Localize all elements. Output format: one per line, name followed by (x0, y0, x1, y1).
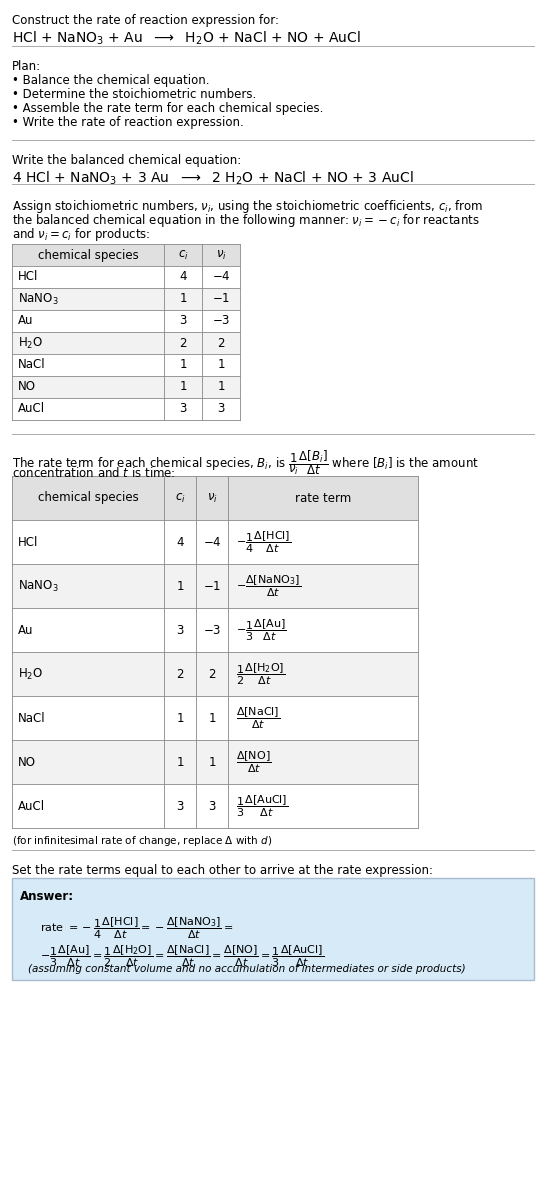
Bar (12, 476, 418, 520)
Bar (12, 608, 418, 652)
Text: 3: 3 (179, 402, 187, 415)
Text: Set the rate terms equal to each other to arrive at the rate expression:: Set the rate terms equal to each other t… (12, 864, 433, 877)
Text: 3: 3 (217, 402, 225, 415)
Text: Construct the rate of reaction expression for:: Construct the rate of reaction expressio… (12, 14, 279, 26)
Text: NO: NO (18, 756, 36, 768)
Text: AuCl: AuCl (18, 402, 45, 415)
Text: concentration and $t$ is time:: concentration and $t$ is time: (12, 466, 176, 480)
Text: $-\dfrac{1}{4}\dfrac{\Delta[\mathrm{HCl}]}{\Delta t}$: $-\dfrac{1}{4}\dfrac{\Delta[\mathrm{HCl}… (236, 529, 292, 554)
Text: NO: NO (18, 380, 36, 394)
Text: Au: Au (18, 624, 33, 636)
Text: 3: 3 (209, 799, 216, 812)
Text: $-3$: $-3$ (203, 624, 221, 636)
Text: $-4$: $-4$ (203, 535, 221, 548)
Text: NaCl: NaCl (18, 712, 46, 725)
Bar (12, 332, 240, 354)
Text: 1: 1 (176, 580, 184, 593)
Text: HCl + NaNO$_3$ + Au  $\longrightarrow$  H$_2$O + NaCl + NO + AuCl: HCl + NaNO$_3$ + Au $\longrightarrow$ H$… (12, 30, 361, 47)
Text: $\dfrac{\Delta[\mathrm{NO}]}{\Delta t}$: $\dfrac{\Delta[\mathrm{NO}]}{\Delta t}$ (236, 749, 271, 775)
Text: 2: 2 (208, 667, 216, 680)
Text: H$_2$O: H$_2$O (18, 336, 43, 350)
Text: 3: 3 (179, 314, 187, 328)
Text: $-\dfrac{1}{3}\dfrac{\Delta[\mathrm{Au}]}{\Delta t} = \dfrac{1}{2}\dfrac{\Delta[: $-\dfrac{1}{3}\dfrac{\Delta[\mathrm{Au}]… (40, 944, 324, 970)
Text: rate term: rate term (295, 492, 351, 504)
Text: chemical species: chemical species (38, 248, 138, 262)
Text: 2: 2 (217, 336, 225, 349)
Text: Au: Au (18, 314, 33, 328)
Text: 4 HCl + NaNO$_3$ + 3 Au  $\longrightarrow$  2 H$_2$O + NaCl + NO + 3 AuCl: 4 HCl + NaNO$_3$ + 3 Au $\longrightarrow… (12, 170, 414, 187)
Text: 1: 1 (179, 380, 187, 394)
Text: $-1$: $-1$ (203, 580, 221, 593)
Text: $\dfrac{1}{2}\dfrac{\Delta[\mathrm{H_2O}]}{\Delta t}$: $\dfrac{1}{2}\dfrac{\Delta[\mathrm{H_2O}… (236, 661, 285, 686)
Text: $\dfrac{\Delta[\mathrm{NaCl}]}{\Delta t}$: $\dfrac{\Delta[\mathrm{NaCl}]}{\Delta t}… (236, 706, 280, 731)
Text: $-\dfrac{\Delta[\mathrm{NaNO_3}]}{\Delta t}$: $-\dfrac{\Delta[\mathrm{NaNO_3}]}{\Delta… (236, 574, 301, 599)
Text: and $\nu_i = c_i$ for products:: and $\nu_i = c_i$ for products: (12, 226, 150, 242)
Text: The rate term for each chemical species, $B_i$, is $\dfrac{1}{\nu_i}\dfrac{\Delt: The rate term for each chemical species,… (12, 448, 479, 476)
Bar (12, 354, 240, 376)
Bar (12, 652, 418, 696)
Text: $\nu_i$: $\nu_i$ (206, 492, 217, 504)
Text: $-4$: $-4$ (212, 270, 230, 283)
Bar (12, 564, 418, 608)
Text: HCl: HCl (18, 270, 38, 283)
Bar (12, 784, 418, 828)
Text: 1: 1 (208, 756, 216, 768)
Text: (for infinitesimal rate of change, replace $\Delta$ with $d$): (for infinitesimal rate of change, repla… (12, 834, 272, 848)
Bar (12, 696, 418, 740)
Text: H$_2$O: H$_2$O (18, 666, 43, 682)
Text: Assign stoichiometric numbers, $\nu_i$, using the stoichiometric coefficients, $: Assign stoichiometric numbers, $\nu_i$, … (12, 198, 483, 215)
Text: $c_i$: $c_i$ (175, 492, 185, 504)
Bar (12, 288, 240, 310)
Text: $\nu_i$: $\nu_i$ (216, 248, 227, 262)
Text: $-1$: $-1$ (212, 293, 230, 306)
Text: $-\dfrac{1}{3}\dfrac{\Delta[\mathrm{Au}]}{\Delta t}$: $-\dfrac{1}{3}\dfrac{\Delta[\mathrm{Au}]… (236, 617, 287, 643)
Text: 1: 1 (208, 712, 216, 725)
Text: • Balance the chemical equation.: • Balance the chemical equation. (12, 74, 210, 86)
Text: Plan:: Plan: (12, 60, 41, 73)
Text: $\dfrac{1}{3}\dfrac{\Delta[\mathrm{AuCl}]}{\Delta t}$: $\dfrac{1}{3}\dfrac{\Delta[\mathrm{AuCl}… (236, 793, 288, 818)
Text: NaNO$_3$: NaNO$_3$ (18, 292, 58, 306)
Text: (assuming constant volume and no accumulation of intermediates or side products): (assuming constant volume and no accumul… (28, 964, 466, 974)
Text: Answer:: Answer: (20, 890, 74, 902)
Text: NaNO$_3$: NaNO$_3$ (18, 578, 58, 594)
Text: 1: 1 (179, 359, 187, 372)
Text: • Write the rate of reaction expression.: • Write the rate of reaction expression. (12, 116, 244, 128)
Text: AuCl: AuCl (18, 799, 45, 812)
Text: 1: 1 (176, 712, 184, 725)
Bar (12, 376, 240, 398)
Text: the balanced chemical equation in the following manner: $\nu_i = -c_i$ for react: the balanced chemical equation in the fo… (12, 212, 480, 229)
Text: $-3$: $-3$ (212, 314, 230, 328)
Text: 1: 1 (176, 756, 184, 768)
Text: 2: 2 (176, 667, 184, 680)
Text: rate $= -\dfrac{1}{4}\dfrac{\Delta[\mathrm{HCl}]}{\Delta t} = -\dfrac{\Delta[\ma: rate $= -\dfrac{1}{4}\dfrac{\Delta[\math… (40, 916, 234, 942)
Text: • Assemble the rate term for each chemical species.: • Assemble the rate term for each chemic… (12, 102, 323, 115)
Bar (12, 244, 240, 266)
Text: 3: 3 (176, 799, 183, 812)
Text: 1: 1 (217, 380, 225, 394)
Text: Write the balanced chemical equation:: Write the balanced chemical equation: (12, 154, 241, 167)
Text: HCl: HCl (18, 535, 38, 548)
Bar (12, 740, 418, 784)
Bar (12, 310, 240, 332)
Text: 4: 4 (179, 270, 187, 283)
Bar (12, 520, 418, 564)
Text: 2: 2 (179, 336, 187, 349)
Text: 1: 1 (179, 293, 187, 306)
Text: • Determine the stoichiometric numbers.: • Determine the stoichiometric numbers. (12, 88, 256, 101)
Text: NaCl: NaCl (18, 359, 46, 372)
Text: chemical species: chemical species (38, 492, 138, 504)
Bar (12, 398, 240, 420)
Text: 1: 1 (217, 359, 225, 372)
Text: 4: 4 (176, 535, 184, 548)
Text: $c_i$: $c_i$ (177, 248, 188, 262)
Text: 3: 3 (176, 624, 183, 636)
Bar (12, 266, 240, 288)
Bar (12, 878, 534, 980)
